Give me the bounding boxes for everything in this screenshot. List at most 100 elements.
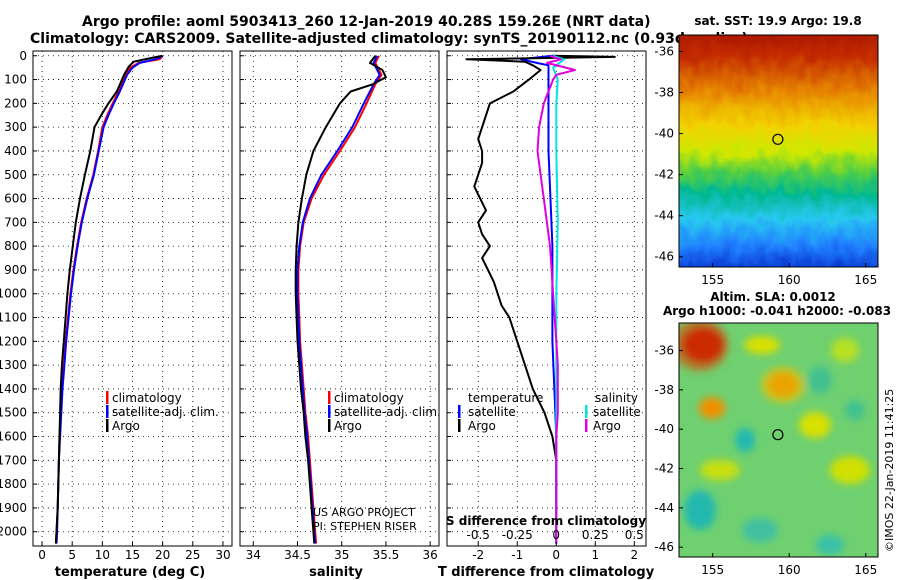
series-line-argo [294, 55, 387, 544]
depth-tick-label: 1400 [0, 382, 27, 396]
difference-xlabel: T difference from climatology [438, 565, 655, 580]
map-y-tick-label: -46 [654, 250, 674, 264]
difference-panel: -2 -1 0 1 2 -0.5 -0.25 0 0.25 0.5 T difference f… [438, 50, 655, 580]
depth-tick-label: 1100 [0, 311, 27, 325]
legend-swatch-argo [106, 419, 109, 432]
series-line-climatology [297, 55, 383, 544]
map-y-tick-label: -42 [654, 462, 674, 476]
map-y-tick-label: -44 [654, 209, 674, 223]
series-line-satellite-adj-clim- [55, 54, 164, 544]
difference-legend: temperature satellite Argo salinity sate… [458, 391, 641, 433]
x-tick-label: -1 [511, 548, 523, 562]
depth-tick-label: 300 [4, 120, 27, 134]
legend-label-temp-satellite: satellite [468, 405, 516, 419]
sla-map-image [679, 323, 878, 557]
map-y-tick-label: -42 [654, 168, 674, 182]
difference-grid [447, 51, 646, 546]
depth-tick-label: 1900 [0, 501, 27, 515]
sla-map-ticks: 155 160 165 -36 -38 -40 -42 -44 -46 [654, 344, 877, 577]
legend-label-climatology: climatology [334, 391, 404, 405]
sla-map-panel: Altim. SLA: 0.0012 Argo h1000: -0.041 h2… [654, 290, 891, 577]
x-tick-label: 34 [246, 548, 261, 562]
x-tick-label: 30 [215, 548, 230, 562]
map-y-tick-label: -38 [654, 85, 674, 99]
figure-title-line1: Argo profile: aoml 5903413_260 12-Jan-20… [82, 14, 651, 30]
map-x-tick-label: 165 [854, 563, 877, 577]
x-tick-label: 5 [68, 548, 76, 562]
legend-swatch-sal-argo [585, 419, 588, 432]
depth-tick-label: 1200 [0, 334, 27, 348]
map-x-tick-label: 160 [778, 563, 801, 577]
legend-label-satellite-adj: satellite-adj. clim. [112, 405, 219, 419]
series-line-salinity-satellite [552, 54, 566, 544]
legend-swatch-argo [328, 419, 331, 432]
map-y-tick-label: -36 [654, 44, 674, 58]
secondary-x-tick-label: 0.5 [625, 528, 644, 542]
depth-tick-label: 200 [4, 96, 27, 110]
depth-tick-label: 900 [4, 263, 27, 277]
x-tick-label: 1 [591, 548, 599, 562]
legend-label-argo: Argo [112, 419, 140, 433]
x-tick-label: 34.5 [284, 548, 311, 562]
legend-label-temp-argo: Argo [468, 419, 496, 433]
sla-map-subtitle: Argo h1000: -0.041 h2000: -0.083 [663, 304, 891, 318]
series-line-salinity-argo [536, 54, 576, 544]
legend-heading-temperature: temperature [468, 391, 543, 405]
imos-timestamp: ©IMOS 22-Jan-2019 11:41:25 [883, 389, 896, 552]
salinity-legend: climatology satellite-adj. clim. Argo [328, 391, 441, 433]
depth-tick-label: 0 [19, 49, 27, 63]
legend-heading-salinity: salinity [595, 391, 638, 405]
difference-x-ticks: -2 -1 0 1 2 [472, 542, 638, 562]
legend-label-sal-argo: Argo [593, 419, 621, 433]
legend-swatch-climatology [106, 391, 109, 404]
temperature-legend: climatology satellite-adj. clim. Argo [106, 391, 219, 433]
legend-label-satellite-adj: satellite-adj. clim. [334, 405, 441, 419]
x-tick-label: 10 [95, 548, 110, 562]
depth-tick-label: 100 [4, 73, 27, 87]
map-y-tick-label: -38 [654, 383, 674, 397]
x-tick-label: 25 [185, 548, 200, 562]
x-tick-label: 15 [125, 548, 140, 562]
map-x-tick-label: 160 [778, 273, 801, 287]
secondary-x-tick-label: -0.5 [467, 528, 490, 542]
secondary-x-tick-label: 0.25 [582, 528, 609, 542]
sla-map-title: Altim. SLA: 0.0012 [710, 290, 836, 304]
difference-xlabel2: S difference from climatology [446, 514, 646, 528]
sst-map-title: sat. SST: 19.9 Argo: 19.8 [694, 14, 861, 28]
salinity-lines [294, 55, 387, 544]
temperature-lines [54, 54, 164, 544]
sst-argo-location-marker [772, 133, 784, 145]
legend-label-sal-satellite: satellite [593, 405, 641, 419]
legend-label-argo: Argo [334, 419, 362, 433]
map-x-tick-label: 155 [701, 563, 724, 577]
depth-tick-label: 1000 [0, 287, 27, 301]
depth-tick-label: 1500 [0, 406, 27, 420]
depth-tick-label: 1600 [0, 430, 27, 444]
secondary-x-tick-label: -0.25 [502, 528, 533, 542]
x-tick-label: 20 [155, 548, 170, 562]
salinity-grid [240, 51, 439, 546]
salinity-x-ticks: 34 34.5 35 35.5 36 [246, 542, 438, 562]
map-y-tick-label: -46 [654, 540, 674, 554]
sst-map-ticks: 155 160 165 -36 -38 -40 -42 -44 -46 [654, 44, 877, 287]
depth-tick-label: 700 [4, 215, 27, 229]
difference-secondary-x-ticks: -0.5 -0.25 0 0.25 0.5 [467, 528, 644, 542]
depth-tick-label: 500 [4, 168, 27, 182]
depth-tick-label: 1800 [0, 477, 27, 491]
legend-swatch-satellite-adj [106, 405, 109, 418]
legend-swatch-climatology [328, 391, 331, 404]
depth-tick-label: 400 [4, 144, 27, 158]
figure-title-line2: Climatology: CARS2009. Satellite-adjuste… [30, 31, 748, 47]
depth-tick-label: 800 [4, 239, 27, 253]
temperature-xlabel: temperature (deg C) [55, 565, 205, 580]
legend-label-climatology: climatology [112, 391, 182, 405]
sst-map-frame [678, 34, 879, 268]
sst-map-panel: sat. SST: 19.9 Argo: 19.8 155 160 165 -36 -3… [654, 14, 879, 287]
temperature-panel: 0 5 10 15 20 25 30 temperature (deg C) climato… [32, 50, 233, 580]
temperature-grid [33, 51, 232, 546]
map-x-tick-label: 155 [701, 273, 724, 287]
temperature-x-ticks: 0 5 10 15 20 25 30 [38, 542, 231, 562]
credit-project: US ARGO PROJECT [313, 506, 415, 519]
sst-map-image [679, 35, 878, 267]
series-line-climatology [54, 55, 164, 544]
